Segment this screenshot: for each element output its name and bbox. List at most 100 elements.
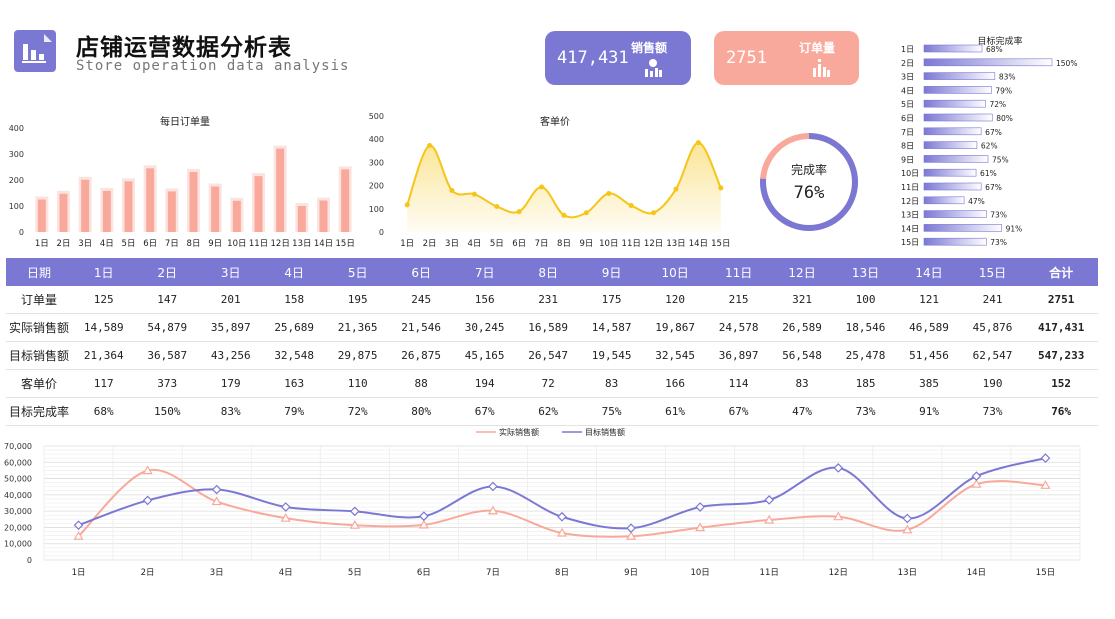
kpi-card-orders: 2751 订单量 — [714, 31, 859, 85]
y-tick-label: 300 — [9, 150, 24, 159]
table-cell: 121 — [897, 286, 961, 314]
x-tick-label: 4日 — [100, 239, 114, 249]
table-cell: 30,245 — [452, 313, 517, 342]
table-cell: 91% — [897, 397, 961, 426]
y-tick-label: 40,000 — [4, 491, 32, 500]
table-header-row: 日期 1日 2日 3日 4日 5日 6日 7日 8日 9日 10日 11日 12日 13日 14日 15日 合计 — [6, 258, 1098, 286]
x-tick-label: 6日 — [417, 568, 431, 578]
table-cell: 36,897 — [706, 341, 771, 370]
table-cell: 62% — [516, 397, 580, 426]
bar — [923, 44, 983, 53]
table-cell: 45,876 — [960, 313, 1025, 342]
x-tick-label: 11日 — [760, 568, 779, 578]
x-tick-label: 7日 — [165, 239, 179, 249]
x-tick-label: 14日 — [689, 239, 708, 249]
bar — [923, 99, 986, 108]
data-point — [516, 209, 522, 215]
table-cell: 72 — [516, 369, 580, 398]
header-cell: 11日 — [706, 258, 771, 286]
x-tick-label: 6日 — [143, 239, 157, 249]
bar — [923, 86, 992, 94]
data-point — [494, 203, 500, 209]
table-cell: 21,546 — [389, 313, 453, 342]
y-tick-label: 15日 — [901, 238, 919, 247]
row-label: 订单量 — [6, 286, 72, 314]
data-label: 79% — [995, 86, 1012, 95]
bar — [102, 190, 111, 232]
x-tick-label: 1日 — [400, 239, 414, 249]
table-row: 实际销售额 14,589 54,879 35,897 25,689 21,365 21,54… — [6, 313, 1098, 342]
data-point — [211, 496, 222, 506]
data-point — [583, 210, 589, 216]
y-tick-label: 50,000 — [4, 475, 32, 484]
data-point — [695, 140, 701, 146]
table-cell: 26,875 — [389, 341, 453, 370]
bar — [167, 191, 176, 232]
header-cell: 14日 — [897, 258, 961, 286]
data-point — [606, 190, 612, 196]
bar — [211, 186, 220, 232]
data-point — [404, 202, 410, 208]
table-cell: 194 — [452, 369, 517, 398]
bar — [923, 127, 982, 136]
data-point — [626, 531, 637, 540]
table-cell: 83% — [198, 397, 263, 426]
y-tick-label: 6日 — [901, 114, 914, 123]
area-fill — [407, 142, 721, 232]
data-table: 日期 1日 2日 3日 4日 5日 6日 7日 8日 9日 10日 11日 12日 13日 14日 15日 合计… — [6, 258, 1098, 426]
bar — [923, 210, 987, 218]
x-tick-label: 12日 — [644, 239, 663, 249]
kpi-sales-label: 销售额 — [630, 41, 667, 55]
data-label: 91% — [1006, 224, 1023, 233]
y-tick-label: 11日 — [901, 183, 919, 192]
data-label: 150% — [1056, 59, 1077, 68]
data-label: 73% — [990, 238, 1007, 247]
row-label: 实际销售额 — [6, 313, 72, 342]
x-tick-label: 13日 — [898, 568, 917, 578]
header-cell: 9日 — [579, 258, 644, 286]
table-cell: 32,548 — [262, 341, 326, 370]
header-cell: 13日 — [833, 258, 898, 286]
data-point — [833, 511, 844, 521]
orders-chart-title: 每日订单量 — [160, 117, 210, 128]
bar — [232, 200, 241, 232]
bar — [923, 113, 993, 122]
x-tick-label: 5日 — [490, 239, 504, 249]
table-cell: 54,879 — [135, 313, 199, 342]
orders-bar-chart: 0 100 200 300 400 1日 2日 3日 4日 5日 6日 7日 8日 9日 10日 11日 12日… — [9, 124, 355, 249]
x-tick-label: 10日 — [599, 239, 618, 249]
header-cell: 12日 — [770, 258, 834, 286]
bar — [81, 179, 90, 232]
money-bag-chart-icon — [643, 58, 663, 82]
x-tick-label: 2日 — [423, 239, 437, 249]
data-point — [211, 484, 222, 495]
total-cell: 417,431 — [1024, 313, 1098, 342]
table-cell: 185 — [833, 369, 898, 398]
data-point — [1040, 480, 1051, 489]
data-point — [628, 203, 634, 209]
table-cell: 201 — [198, 286, 263, 314]
data-point — [349, 519, 360, 529]
data-point — [73, 531, 84, 540]
data-point — [349, 506, 360, 517]
table-cell: 45,165 — [452, 341, 517, 370]
table-cell: 179 — [198, 369, 263, 398]
header-cell: 4日 — [262, 258, 326, 286]
header-cell: 3日 — [198, 258, 263, 286]
data-point — [695, 522, 706, 532]
table-cell: 114 — [706, 369, 771, 398]
x-tick-label: 7日 — [535, 239, 549, 249]
x-tick-label: 13日 — [292, 239, 311, 249]
table-cell: 120 — [643, 286, 707, 314]
bar — [319, 200, 328, 232]
bar — [124, 181, 133, 232]
data-point — [561, 212, 567, 218]
y-tick-label: 7日 — [901, 128, 914, 137]
data-point — [764, 495, 775, 505]
y-tick-label: 1日 — [901, 45, 914, 54]
kpi-card-sales: 417,431 销售额 — [545, 31, 691, 85]
x-tick-label: 12日 — [829, 568, 848, 578]
bar — [341, 169, 350, 232]
table-cell: 46,589 — [897, 313, 961, 342]
table-cell: 35,897 — [198, 313, 263, 342]
